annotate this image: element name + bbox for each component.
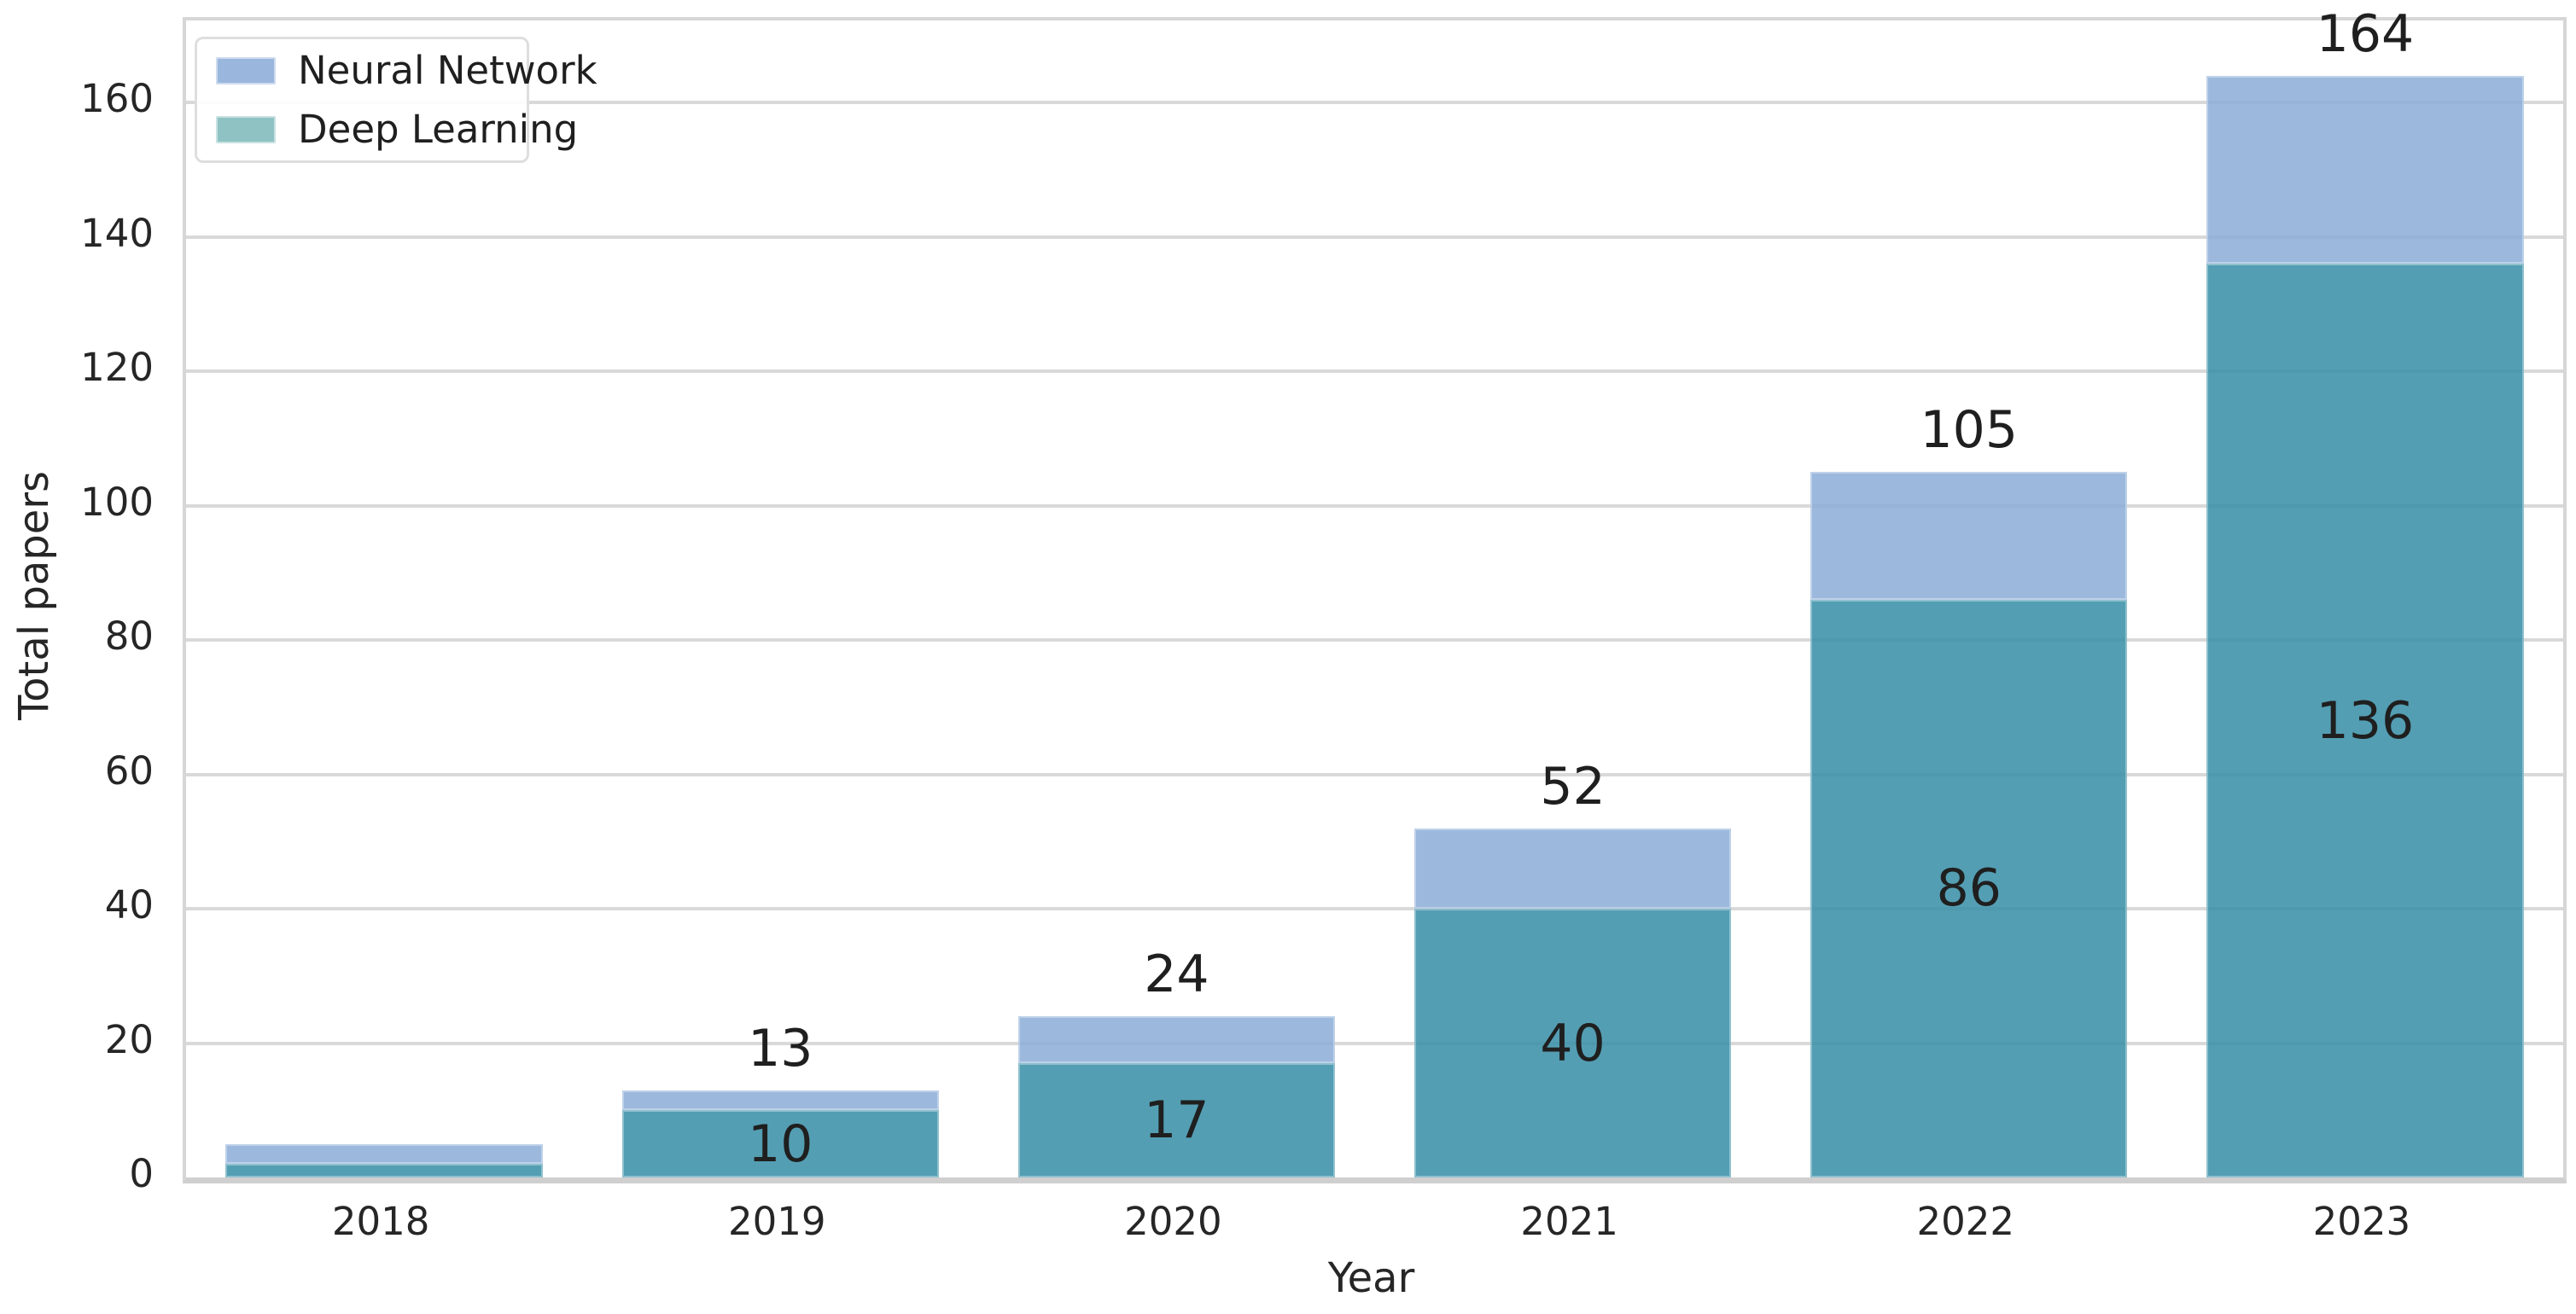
legend-item-deep-learning: Deep Learning <box>216 107 578 152</box>
bar-segment-neural-network-2020 <box>1017 1016 1336 1064</box>
bar-segment-deep-learning-2023 <box>2206 264 2524 1177</box>
legend: Neural Network Deep Learning <box>195 37 597 163</box>
total-value-label-2019: 13 <box>748 1018 813 1079</box>
x-tick-label-2023: 2023 <box>2312 1199 2411 1244</box>
bar-segment-neural-network-2022 <box>1810 472 2128 600</box>
bar-segment-neural-network-2018 <box>225 1143 543 1165</box>
bar-segment-deep-learning-2021 <box>1413 909 1732 1177</box>
segment-value-label-2019: 10 <box>748 1113 813 1174</box>
total-value-label-2023: 164 <box>2316 3 2415 64</box>
legend-swatch-neural-network <box>216 56 276 84</box>
x-tick-label-2021: 2021 <box>1520 1199 1618 1244</box>
y-tick-label-160: 160 <box>80 76 154 122</box>
total-value-label-2021: 52 <box>1540 756 1606 817</box>
bar-segment-deep-learning-2019 <box>621 1110 939 1177</box>
x-axis-title: Year <box>1327 1254 1415 1302</box>
legend-item-neural-network: Neural Network <box>216 48 597 93</box>
bar-segment-deep-learning-2020 <box>1017 1063 1336 1177</box>
bar-segment-neural-network-2021 <box>1413 828 1732 910</box>
segment-value-label-2020: 17 <box>1144 1090 1209 1151</box>
bar-segment-deep-learning-2022 <box>1810 599 2128 1177</box>
y-tick-label-80: 80 <box>104 613 154 660</box>
gridline-60 <box>186 772 2563 776</box>
segment-value-label-2022: 86 <box>1936 858 2002 919</box>
y-tick-label-140: 140 <box>80 210 154 256</box>
x-tick-label-2019: 2019 <box>727 1199 826 1244</box>
gridline-80 <box>186 638 2563 642</box>
y-tick-label-100: 100 <box>80 479 154 525</box>
total-value-label-2020: 24 <box>1144 945 1209 1005</box>
legend-label-neural-network: Neural Network <box>298 48 597 93</box>
gridline-120 <box>186 369 2563 374</box>
bar-segment-deep-learning-2018 <box>225 1164 543 1177</box>
gridline-140 <box>186 235 2563 239</box>
gridline-160 <box>186 101 2563 105</box>
gridline-20 <box>186 1041 2563 1045</box>
bar-segment-neural-network-2019 <box>621 1090 939 1111</box>
legend-swatch-deep-learning <box>216 115 276 143</box>
plot-area: 10 13 17 24 40 52 86 105 136 164 <box>183 4 2567 1183</box>
y-tick-label-0: 0 <box>129 1151 154 1196</box>
total-value-label-2022: 105 <box>1920 400 2019 461</box>
segment-value-label-2021: 40 <box>1540 1013 1606 1073</box>
legend-label-deep-learning: Deep Learning <box>298 107 579 152</box>
gridline-100 <box>186 503 2563 508</box>
x-tick-label-2018: 2018 <box>331 1199 430 1244</box>
y-tick-label-20: 20 <box>104 1016 154 1062</box>
x-tick-label-2022: 2022 <box>1916 1199 2015 1244</box>
x-tick-label-2020: 2020 <box>1124 1199 1222 1244</box>
segment-value-label-2023: 136 <box>2316 690 2415 751</box>
bar-segment-neural-network-2023 <box>2206 75 2524 265</box>
gridline-40 <box>186 907 2563 911</box>
y-tick-label-60: 60 <box>104 747 154 794</box>
y-tick-label-120: 120 <box>80 345 154 391</box>
y-tick-label-40: 40 <box>104 882 154 928</box>
